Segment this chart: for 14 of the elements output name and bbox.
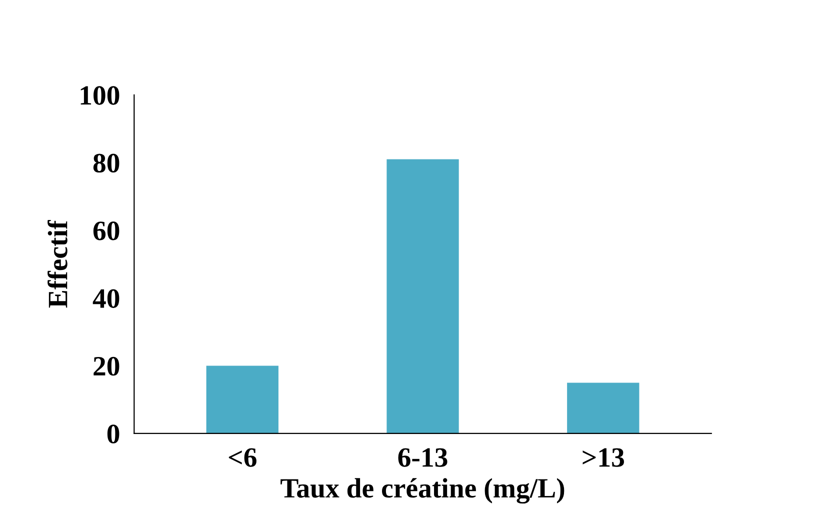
bar [386,159,459,434]
x-tick-label: >13 [582,448,624,467]
y-tick-label: 100 [80,86,120,105]
x-tick-label: <6 [228,448,256,467]
y-tick-label: 60 [93,222,120,240]
y-tick-label: 0 [107,424,120,444]
x-tick-label: 6-13 [398,448,448,467]
y-tick-label: 80 [93,154,120,173]
y-tick-label: 20 [94,356,120,376]
x-axis-title: Taux de créatine (mg/L) [280,478,564,504]
y-axis-title: Effectif [48,220,68,308]
bar [567,382,640,434]
y-tick-label: 40 [92,289,120,308]
bar [206,366,278,434]
